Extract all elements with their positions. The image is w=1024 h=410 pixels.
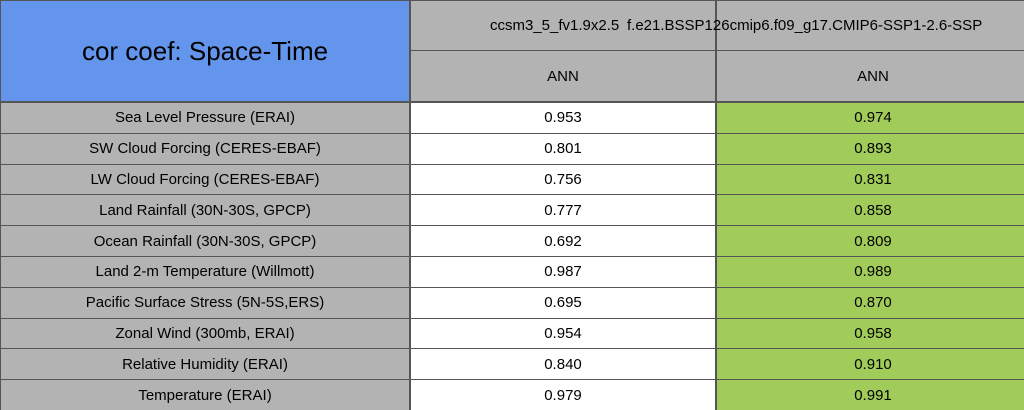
- value-cell: 0.953: [410, 102, 716, 134]
- column-header-cell: [410, 0, 716, 51]
- column-header-cell: [716, 0, 1024, 51]
- value-cell: 0.870: [716, 286, 1024, 319]
- value-cell: 0.695: [410, 286, 716, 319]
- row-label: Land Rainfall (30N-30S, GPCP): [0, 194, 410, 227]
- row-label: Land 2-m Temperature (Willmott): [0, 256, 410, 288]
- value-cell: 0.756: [410, 163, 716, 196]
- title-cell: cor coef: Space-Time: [0, 0, 410, 102]
- row-label: Relative Humidity (ERAI): [0, 348, 410, 381]
- value-cell: 0.974: [716, 102, 1024, 134]
- value-cell: 0.989: [716, 256, 1024, 288]
- value-cell: 0.777: [410, 194, 716, 227]
- value-cell: 0.954: [410, 317, 716, 350]
- column-header: f.e21.BSSP126cmip6.f09_g17.CMIP6-SSP1-2.…: [627, 17, 983, 34]
- subheader-cell: ANN: [410, 50, 716, 102]
- row-label: Temperature (ERAI): [0, 379, 410, 410]
- row-label: LW Cloud Forcing (CERES-EBAF): [0, 163, 410, 196]
- value-cell: 0.910: [716, 348, 1024, 381]
- row-label: Ocean Rainfall (30N-30S, GPCP): [0, 225, 410, 257]
- row-label: SW Cloud Forcing (CERES-EBAF): [0, 132, 410, 165]
- row-label: Zonal Wind (300mb, ERAI): [0, 317, 410, 350]
- value-cell: 0.987: [410, 256, 716, 288]
- value-cell: 0.893: [716, 132, 1024, 165]
- value-cell: 0.692: [410, 225, 716, 257]
- subheader-cell: ANN: [716, 50, 1024, 102]
- value-cell: 0.858: [716, 194, 1024, 227]
- value-cell: 0.979: [410, 379, 716, 410]
- value-cell: 0.991: [716, 379, 1024, 410]
- value-cell: 0.840: [410, 348, 716, 381]
- row-label: Sea Level Pressure (ERAI): [0, 102, 410, 134]
- value-cell: 0.958: [716, 317, 1024, 350]
- value-cell: 0.831: [716, 163, 1024, 196]
- value-cell: 0.801: [410, 132, 716, 165]
- column-header: ccsm3_5_fv1.9x2.5: [490, 17, 620, 34]
- row-label: Pacific Surface Stress (5N-5S,ERS): [0, 286, 410, 319]
- value-cell: 0.809: [716, 225, 1024, 257]
